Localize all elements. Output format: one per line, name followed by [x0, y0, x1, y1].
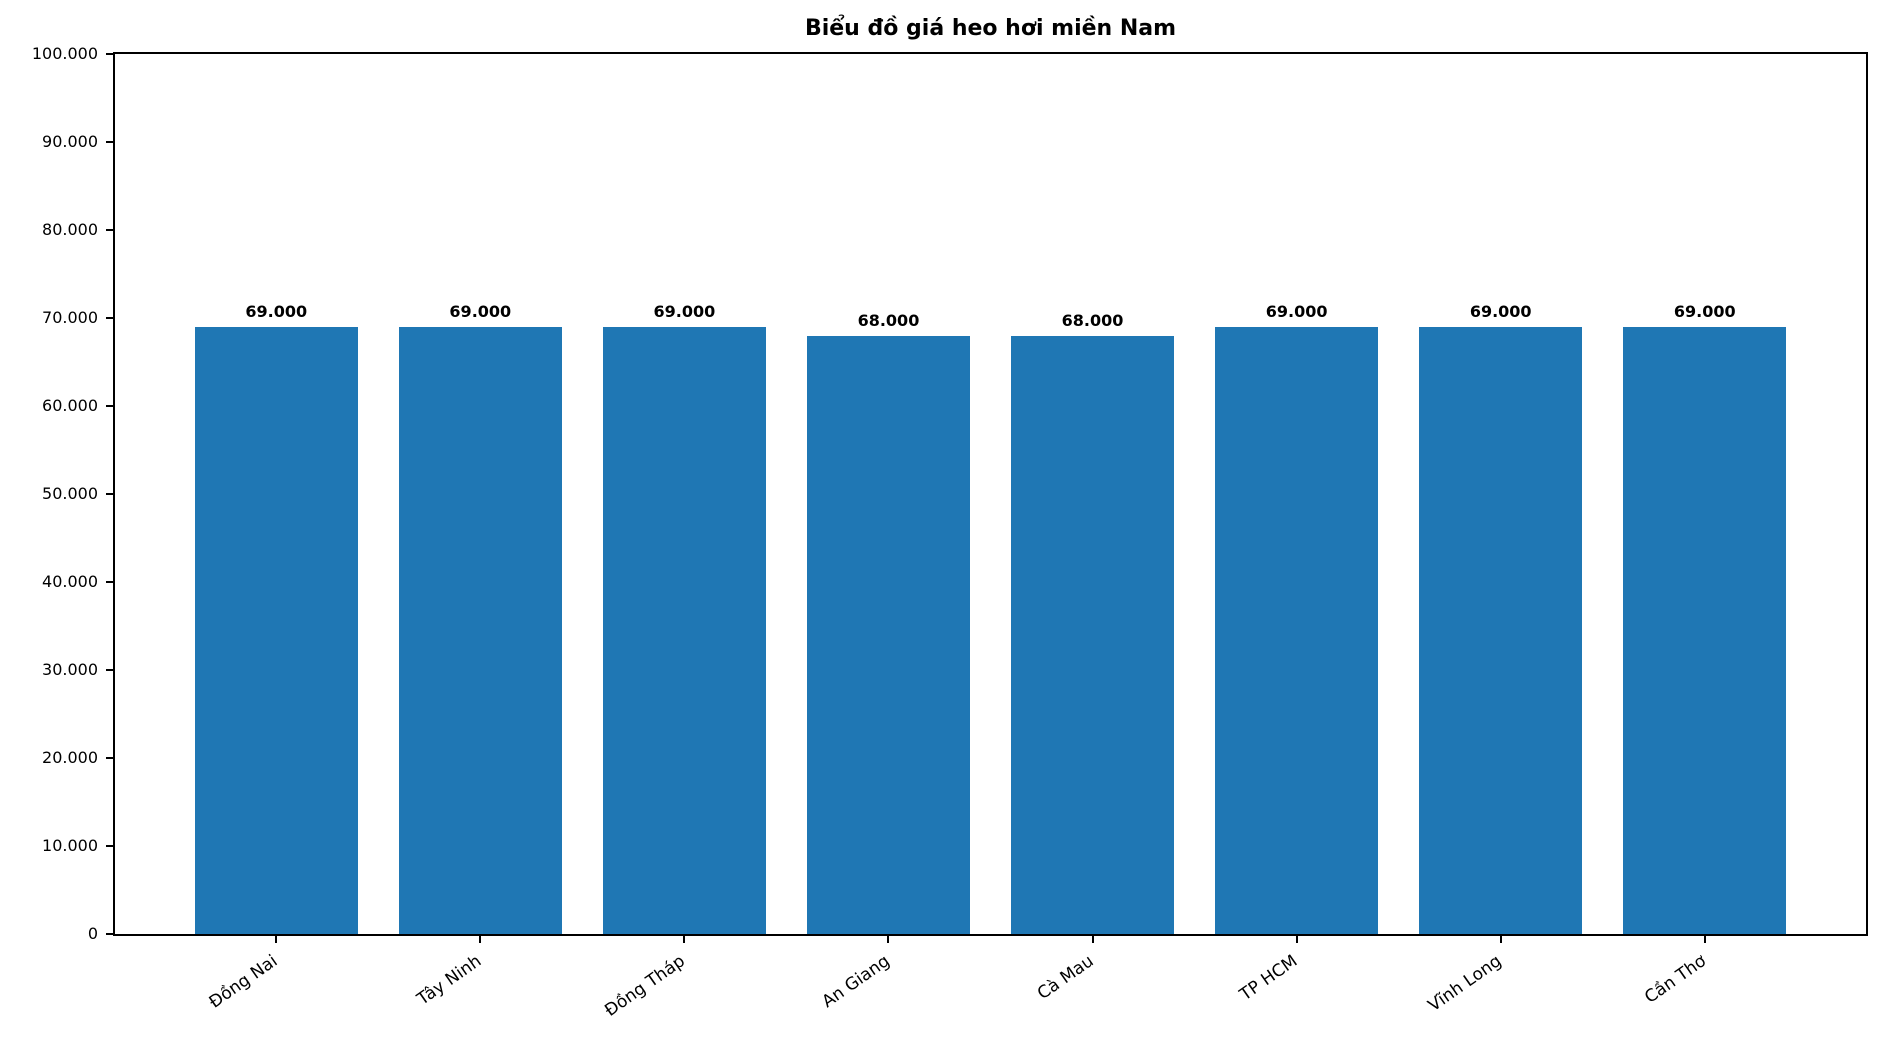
- x-tick-label: Đồng Tháp: [601, 951, 690, 1021]
- bar: [398, 326, 562, 934]
- x-tick-mark: [1499, 934, 1502, 943]
- y-tick-mark: [106, 229, 115, 231]
- y-tick-label: 80.000: [42, 220, 98, 239]
- x-tick-mark: [1703, 934, 1706, 943]
- bar: [1010, 335, 1175, 934]
- chart-title: Biểu đồ giá heo hơi miền Nam: [804, 16, 1177, 41]
- bar-value-label: 68.000: [1061, 310, 1124, 330]
- bar-value-label: 69.000: [245, 301, 308, 321]
- x-tick-label: Tây Ninh: [413, 951, 486, 1010]
- x-tick-label: Vĩnh Long: [1424, 951, 1506, 1017]
- y-tick-mark: [106, 669, 115, 671]
- y-tick-mark: [106, 141, 115, 143]
- bar: [1214, 326, 1379, 934]
- plot-area: 69.000 Đồng Nai 69.000 Tây Ninh 69.000 Đồng T…: [32, 46, 1868, 1021]
- x-tick-label: An Giang: [818, 951, 894, 1013]
- y-tick-mark: [106, 493, 115, 495]
- y-tick-label: 10.000: [42, 836, 98, 855]
- y-tick-mark: [106, 845, 115, 847]
- y-tick-mark: [106, 53, 115, 55]
- y-tick-label: 0: [87, 924, 98, 943]
- x-tick-label: Đồng Nai: [205, 951, 282, 1013]
- x-tick-mark: [275, 934, 278, 943]
- x-tick-label: TP HCM: [1236, 951, 1302, 1006]
- bar-value-label: 69.000: [1469, 301, 1532, 321]
- y-tick-label: 60.000: [42, 396, 98, 415]
- bar: [1419, 326, 1583, 934]
- y-tick-label: 30.000: [42, 660, 98, 679]
- y-tick-label: 90.000: [42, 132, 98, 151]
- bar-value-label: 69.000: [1265, 301, 1328, 321]
- x-tick-label: Cà Mau: [1033, 951, 1098, 1005]
- bar: [806, 335, 971, 934]
- y-tick-mark: [106, 405, 115, 407]
- bar: [602, 326, 766, 934]
- x-tick-mark: [683, 934, 686, 943]
- bar-value-label: 69.000: [449, 301, 512, 321]
- y-tick-mark: [106, 933, 115, 935]
- bar: [1623, 326, 1787, 934]
- y-tick-label: 40.000: [42, 572, 98, 591]
- x-tick-mark: [1295, 934, 1298, 943]
- x-tick-mark: [479, 934, 482, 943]
- y-tick-label: 50.000: [42, 484, 98, 503]
- x-tick-mark: [887, 934, 890, 943]
- bar-value-label: 68.000: [857, 310, 920, 330]
- y-tick-label: 100.000: [31, 44, 98, 63]
- bar: [194, 326, 358, 934]
- bar-value-label: 69.000: [1673, 301, 1736, 321]
- x-tick-mark: [1091, 934, 1094, 943]
- x-tick-label: Cần Thơ: [1640, 951, 1710, 1008]
- y-tick-label: 70.000: [42, 308, 98, 327]
- y-tick-mark: [106, 757, 115, 759]
- y-tick-mark: [106, 581, 115, 583]
- y-tick-label: 20.000: [42, 748, 98, 767]
- bar-value-label: 69.000: [653, 301, 716, 321]
- y-tick-mark: [106, 317, 115, 319]
